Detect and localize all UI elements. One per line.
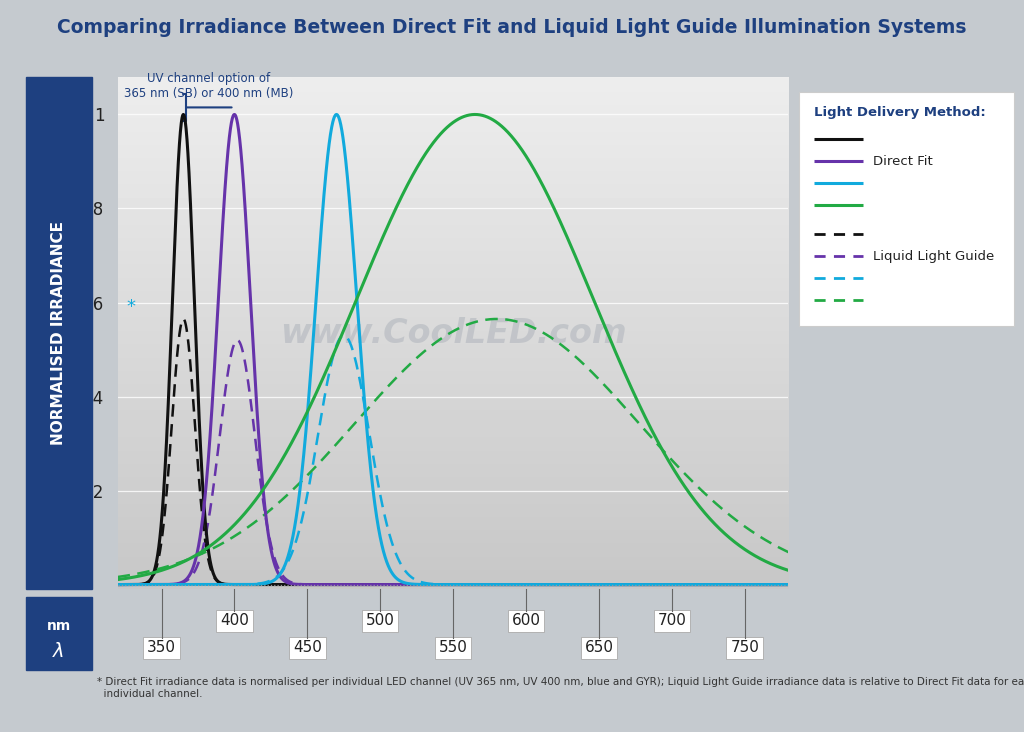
Text: 600: 600 [512, 613, 541, 628]
Text: Liquid Light Guide: Liquid Light Guide [873, 250, 994, 263]
Text: Light Delivery Method:: Light Delivery Method: [814, 106, 986, 119]
Text: 400: 400 [220, 613, 249, 628]
Text: 450: 450 [293, 640, 322, 655]
Text: 750: 750 [730, 640, 759, 655]
Text: Direct Fit: Direct Fit [873, 154, 933, 168]
Text: Comparing Irradiance Between Direct Fit and Liquid Light Guide Illumination Syst: Comparing Irradiance Between Direct Fit … [57, 18, 967, 37]
Text: www.CoolLED.com: www.CoolLED.com [280, 316, 627, 350]
Text: * Direct Fit irradiance data is normalised per individual LED channel (UV 365 nm: * Direct Fit irradiance data is normalis… [97, 677, 1024, 699]
Text: nm: nm [47, 619, 71, 633]
Text: *: * [127, 298, 135, 316]
Text: 700: 700 [657, 613, 686, 628]
Text: 550: 550 [438, 640, 468, 655]
Text: 350: 350 [147, 640, 176, 655]
Text: 500: 500 [366, 613, 394, 628]
Text: NORMALISED IRRADIANCE: NORMALISED IRRADIANCE [51, 221, 67, 445]
Text: UV channel option of
365 nm (SB) or 400 nm (MB): UV channel option of 365 nm (SB) or 400 … [124, 72, 294, 100]
Text: 650: 650 [585, 640, 613, 655]
Text: λ: λ [53, 642, 65, 661]
